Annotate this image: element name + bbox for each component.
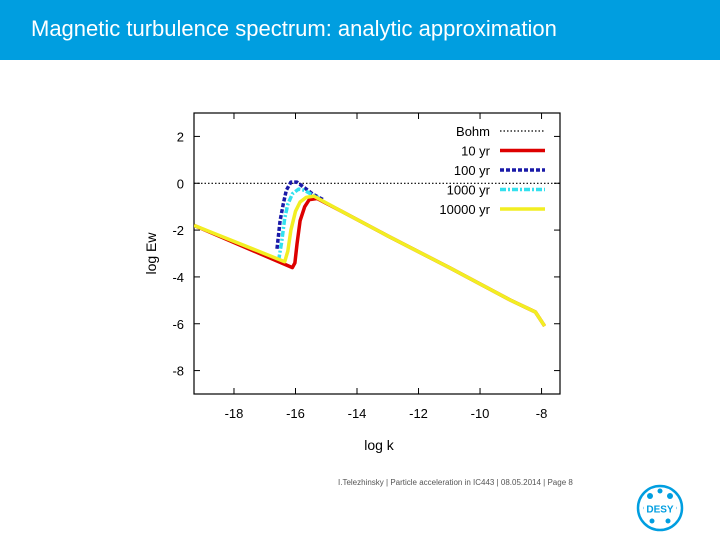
logo-dot — [657, 488, 663, 494]
logo-dot — [649, 518, 655, 524]
x-tick-label: -10 — [471, 406, 490, 421]
y-tick-label: 2 — [177, 129, 184, 144]
logo-dot — [667, 493, 673, 499]
x-tick-label: -8 — [536, 406, 548, 421]
plot-frame — [193, 112, 561, 395]
legend-label: 1000 yr — [447, 183, 491, 198]
x-tick-label: -16 — [286, 406, 305, 421]
logo-label-bg — [644, 503, 676, 514]
title-bar: Magnetic turbulence spectrum: analytic a… — [0, 0, 720, 60]
series-line-1000-yr — [276, 187, 320, 261]
legend-label: 10 yr — [461, 144, 491, 159]
slide-title: Magnetic turbulence spectrum: analytic a… — [31, 16, 557, 41]
y-axis-label: log Ew — [143, 232, 159, 275]
y-tick-label: -6 — [172, 317, 184, 332]
series-line-10000-yr — [194, 194, 547, 328]
legend-label: 10000 yr — [439, 202, 490, 217]
logo-dot — [647, 493, 653, 499]
legend-label: Bohm — [456, 124, 490, 139]
desy-logo: DESY — [636, 484, 684, 532]
x-tick-label: -12 — [409, 406, 428, 421]
slide-footer: I.Telezhinsky | Particle acceleration in… — [338, 478, 573, 487]
logo-ring-outer — [636, 484, 684, 532]
y-tick-label: 0 — [177, 176, 184, 191]
y-tick-label: -2 — [172, 223, 184, 238]
legend-label: 100 yr — [454, 163, 491, 178]
x-tick-label: -14 — [348, 406, 367, 421]
logo-dot — [665, 518, 671, 524]
logo-label: DESY — [646, 505, 674, 516]
series-line-10-yr — [194, 196, 547, 328]
y-tick-label: -4 — [172, 270, 184, 285]
x-tick-label: -18 — [225, 406, 244, 421]
y-tick-label: -8 — [172, 364, 184, 379]
x-axis-label: log k — [364, 437, 395, 453]
